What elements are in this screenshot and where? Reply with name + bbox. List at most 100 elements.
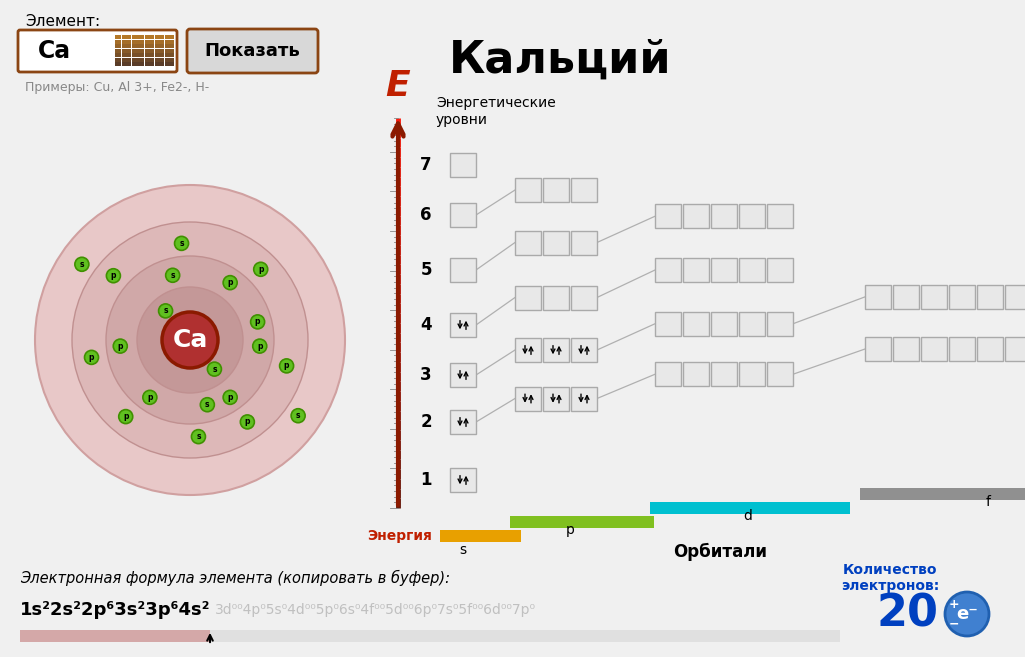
Bar	[543, 178, 569, 202]
Bar	[158, 62, 161, 66]
Bar	[168, 39, 171, 43]
Bar	[122, 53, 125, 57]
Bar	[168, 62, 171, 66]
Bar	[122, 44, 125, 48]
Bar	[860, 488, 1025, 500]
Bar	[171, 39, 174, 43]
Circle shape	[107, 269, 120, 283]
Bar	[138, 49, 141, 53]
Text: s: s	[296, 411, 300, 420]
Bar	[118, 49, 121, 53]
FancyBboxPatch shape	[187, 29, 318, 73]
Bar	[161, 35, 164, 39]
Bar	[683, 312, 709, 336]
Text: Энергетические
уровни: Энергетические уровни	[436, 96, 556, 127]
Bar	[135, 62, 137, 66]
Bar	[141, 49, 145, 53]
Text: Орбитали: Орбитали	[673, 543, 767, 561]
Circle shape	[114, 339, 127, 353]
Bar	[135, 49, 137, 53]
Bar	[131, 35, 134, 39]
Text: 1: 1	[420, 471, 432, 489]
Bar	[683, 258, 709, 282]
Bar	[543, 338, 569, 362]
Bar	[949, 337, 975, 361]
Text: s: s	[170, 271, 175, 280]
Bar	[168, 35, 171, 39]
Bar	[168, 53, 171, 57]
Bar	[543, 286, 569, 309]
Circle shape	[164, 314, 216, 366]
Bar	[135, 58, 137, 62]
Bar	[152, 53, 155, 57]
Bar	[152, 49, 155, 53]
Bar	[115, 49, 118, 53]
Text: Кальций: Кальций	[449, 39, 671, 81]
Bar	[161, 44, 164, 48]
Bar	[168, 49, 171, 53]
FancyBboxPatch shape	[18, 30, 177, 72]
Bar	[450, 313, 476, 337]
Circle shape	[251, 315, 264, 329]
Bar	[171, 44, 174, 48]
Bar	[125, 44, 128, 48]
Bar	[739, 258, 765, 282]
Bar	[128, 58, 131, 62]
Circle shape	[119, 409, 132, 424]
Bar	[145, 44, 148, 48]
Text: 20: 20	[876, 593, 938, 635]
Bar	[125, 39, 128, 43]
Bar	[122, 39, 125, 43]
Bar	[141, 62, 145, 66]
Bar	[711, 312, 737, 336]
Text: 3d⁰⁰4p⁰5s⁰4d⁰⁰5p⁰6s⁰4f⁰⁰5d⁰⁰6p⁰7s⁰5f⁰⁰6d⁰⁰7p⁰: 3d⁰⁰4p⁰5s⁰4d⁰⁰5p⁰6s⁰4f⁰⁰5d⁰⁰6p⁰7s⁰5f⁰⁰6d…	[215, 603, 536, 617]
Bar	[145, 62, 148, 66]
Bar	[115, 58, 118, 62]
Text: p: p	[228, 278, 233, 287]
Bar	[571, 178, 597, 202]
Text: 1s²2s²2p⁶3s²3p⁶4s²: 1s²2s²2p⁶3s²3p⁶4s²	[20, 601, 210, 619]
Bar	[683, 204, 709, 228]
Circle shape	[223, 390, 237, 404]
Text: +: +	[949, 597, 959, 610]
Text: Электронная формула элемента (копировать в буфер):: Электронная формула элемента (копировать…	[20, 570, 450, 586]
Bar	[118, 44, 121, 48]
Bar	[138, 35, 141, 39]
Bar	[164, 44, 167, 48]
Bar	[135, 35, 137, 39]
Bar	[145, 53, 148, 57]
Circle shape	[75, 258, 89, 271]
Bar	[131, 49, 134, 53]
Bar	[515, 178, 541, 202]
Bar	[155, 62, 158, 66]
Bar	[767, 204, 793, 228]
Bar	[118, 62, 121, 66]
Bar	[155, 44, 158, 48]
Bar	[141, 44, 145, 48]
Bar	[977, 285, 1003, 309]
Circle shape	[192, 430, 205, 443]
Text: p: p	[566, 523, 574, 537]
Bar	[711, 362, 737, 386]
Bar	[115, 62, 118, 66]
Bar	[131, 62, 134, 66]
Circle shape	[174, 237, 189, 250]
Circle shape	[159, 304, 172, 318]
Bar	[138, 62, 141, 66]
Bar	[152, 62, 155, 66]
Bar	[131, 53, 134, 57]
Text: p: p	[258, 265, 263, 274]
Bar	[161, 53, 164, 57]
Bar	[164, 58, 167, 62]
Bar	[711, 204, 737, 228]
Bar	[155, 49, 158, 53]
Bar	[168, 58, 171, 62]
Bar	[650, 502, 850, 514]
Bar	[171, 58, 174, 62]
Bar	[115, 39, 118, 43]
Text: E: E	[385, 69, 410, 103]
Bar	[655, 362, 681, 386]
Circle shape	[240, 415, 254, 429]
Bar	[115, 53, 118, 57]
Bar	[1004, 285, 1025, 309]
